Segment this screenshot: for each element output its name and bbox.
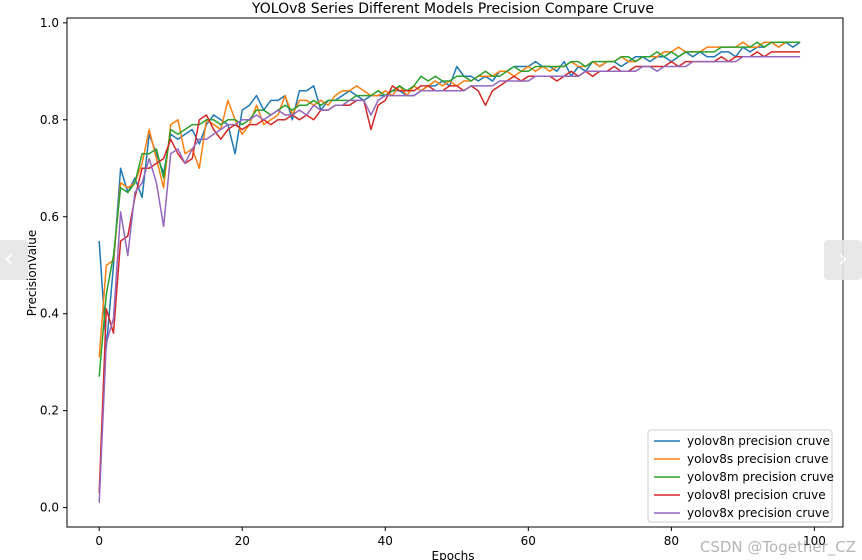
- y-tick-label: 0.8: [40, 113, 59, 127]
- chart-title: YOLOv8 Series Different Models Precision…: [251, 1, 654, 17]
- x-tick-label: 0: [95, 534, 103, 548]
- legend-frame: [647, 429, 833, 523]
- chart-legend: yolov8n precision cruve yolov8s precision…: [647, 429, 834, 523]
- legend-label: yolov8n precision cruve: [687, 434, 830, 448]
- series-lines: [98, 41, 801, 503]
- y-tick-label: 0.2: [40, 404, 59, 418]
- y-tick-label: 1.0: [40, 16, 59, 30]
- x-tick-label: 60: [521, 534, 536, 548]
- x-tick-label: 80: [664, 534, 679, 548]
- watermark-text: CSDN @Together_CZ: [699, 538, 856, 556]
- chevron-left-icon: ‹: [3, 244, 15, 274]
- legend-label: yolov8s precision cruve: [687, 452, 829, 466]
- legend-label: yolov8l precision cruve: [687, 488, 826, 502]
- series-line-5: [98, 56, 801, 503]
- x-tick-label: 20: [235, 534, 250, 548]
- legend-label: yolov8m precision cruve: [687, 470, 834, 484]
- x-axis: 0 20 40 60 80 100: [95, 527, 826, 548]
- x-tick-label: 40: [378, 534, 393, 548]
- series-line-1: [98, 41, 801, 349]
- previous-image-button[interactable]: ‹: [0, 240, 28, 280]
- x-tick-label: 100: [803, 534, 826, 548]
- x-axis-label: Epochs: [432, 549, 475, 560]
- series-line-4: [98, 51, 801, 494]
- y-tick-label: 0.6: [40, 210, 59, 224]
- legend-label: yolov8x precision cruve: [687, 506, 829, 520]
- next-image-button[interactable]: ›: [824, 240, 862, 280]
- y-axis-label: PrecisionValue: [25, 230, 39, 317]
- y-axis: 0.0 0.2 0.4 0.6 0.8 1.0: [40, 16, 67, 515]
- series-line-3: [98, 41, 801, 377]
- chevron-right-icon: ›: [837, 244, 849, 274]
- y-tick-label: 0.4: [40, 307, 59, 321]
- series-line-2: [98, 41, 801, 358]
- y-tick-label: 0.0: [40, 501, 59, 515]
